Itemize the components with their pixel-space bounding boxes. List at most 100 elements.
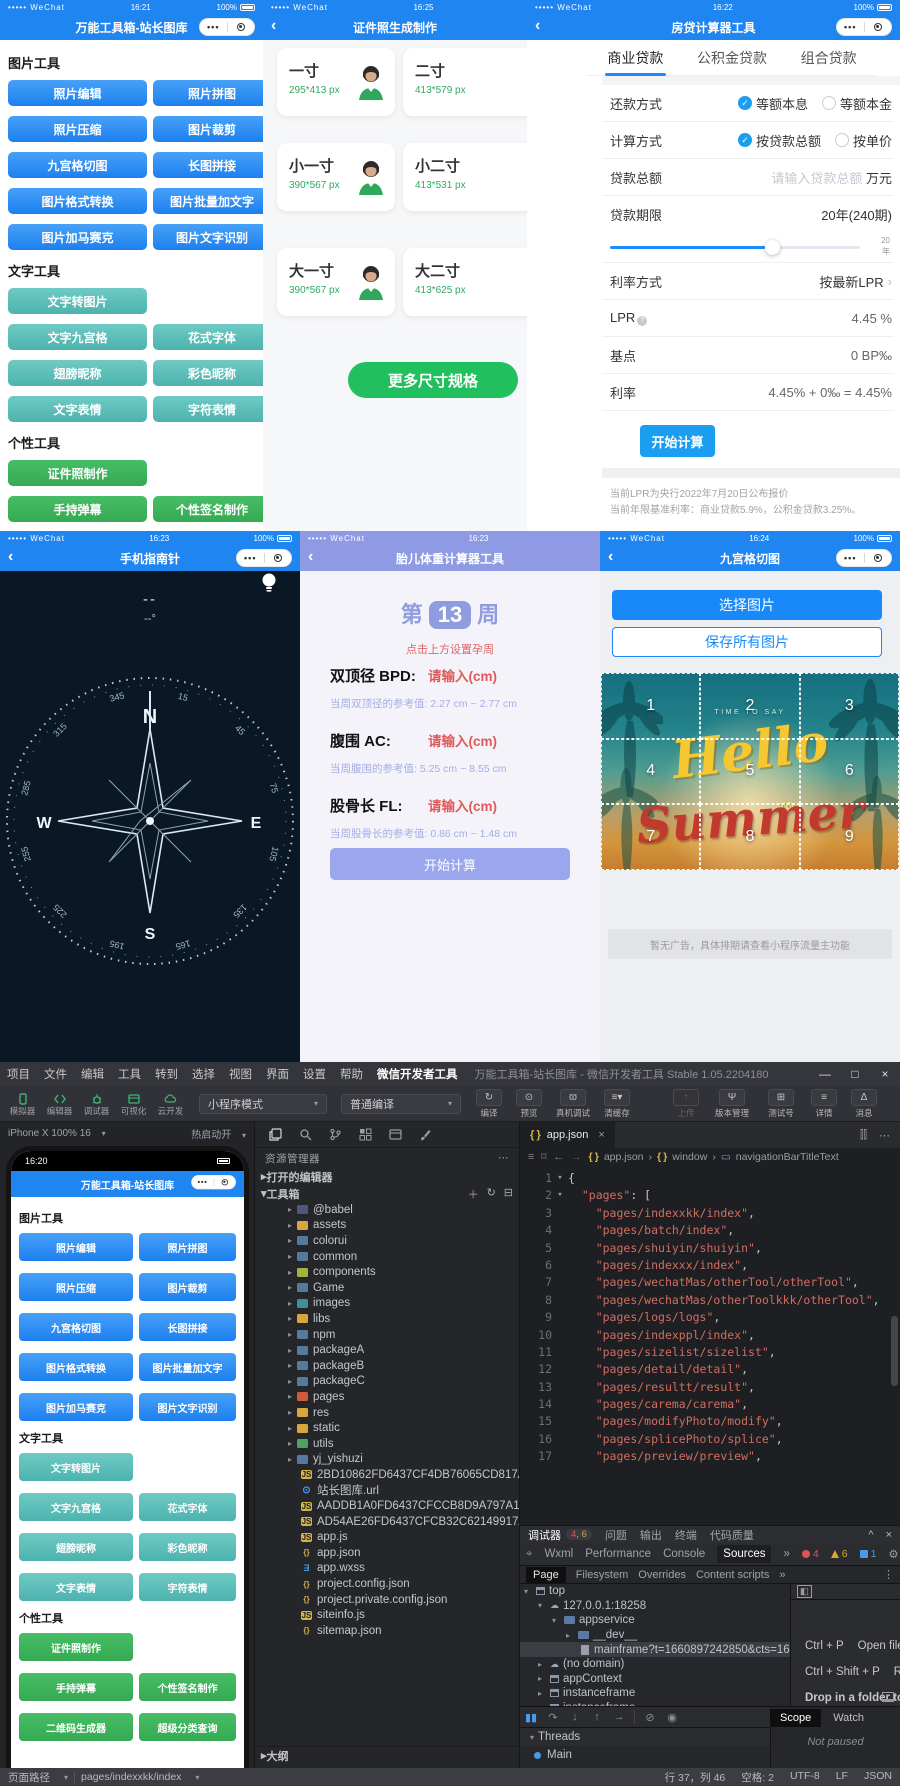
tool-button[interactable]: 图片裁剪 [153, 116, 263, 142]
tab-watch[interactable]: Watch [833, 1711, 864, 1724]
tree-folder[interactable]: ▸ assets [287, 1219, 347, 1232]
tool-button[interactable]: 图片文字识别 [153, 224, 263, 250]
details-button[interactable]: ≡ 详情 [804, 1089, 844, 1118]
minimize-button[interactable]: — [819, 1067, 831, 1081]
menu-icon[interactable]: ≡ [528, 1151, 535, 1163]
radio-by-total[interactable]: ✓ 按贷款总额 [737, 131, 821, 150]
tree-file[interactable]: JSAADDB1A0FD6437CFCCB8D9A797A17AE0.js [301, 1500, 520, 1513]
current-page-path[interactable]: pages/indexxkk/index [81, 1771, 182, 1783]
search-icon[interactable] [299, 1128, 312, 1141]
tree-file[interactable]: {} project.private.config.json [255, 1592, 519, 1608]
toggle-editor-button[interactable]: 编辑器 [41, 1092, 78, 1116]
more-icon[interactable]: ••• [844, 22, 857, 32]
sim-tool-button[interactable]: 九宫格切图 [19, 1313, 133, 1341]
exit-target-icon[interactable] [865, 554, 892, 562]
sim-tool-button[interactable]: 图片格式转换 [19, 1353, 133, 1381]
paint-icon[interactable] [419, 1128, 432, 1141]
tree-file[interactable]: ⊙ 站长图库.url [302, 1484, 379, 1498]
tab-console[interactable]: Console [663, 1548, 706, 1560]
size-card[interactable]: 大一寸 390*567 px [277, 248, 395, 316]
error-counter[interactable]: 4 [801, 1548, 819, 1560]
calculate-button[interactable]: 开始计算 [330, 848, 570, 880]
tree-folder[interactable]: ▸ res [287, 1406, 329, 1419]
test-account-button[interactable]: ⊞ 测试号 [758, 1089, 804, 1118]
page-path-label[interactable]: 页面路径 [8, 1771, 50, 1784]
sim-tool-button[interactable]: 照片编辑 [19, 1233, 133, 1261]
preview-button[interactable]: ⊙ 预览 [509, 1089, 549, 1118]
sim-tool-button[interactable]: 超级分类查询 [139, 1713, 236, 1741]
tree-folder[interactable]: ▸ colorui [287, 1234, 347, 1247]
upload-button[interactable]: ↑ 上传 [666, 1089, 706, 1118]
loan-total-input[interactable]: 请输入贷款总额 [771, 170, 863, 186]
bpd-input[interactable]: 请输入(cm) [428, 669, 498, 684]
refresh-icon[interactable]: ↻ [486, 1186, 496, 1199]
indentation[interactable]: 空格: 2 [741, 1771, 774, 1784]
tree-folder[interactable]: ▸ yj_yishuzi [287, 1453, 363, 1466]
menu-view[interactable]: 视图 [229, 1069, 252, 1081]
thread-main[interactable]: Main [520, 1746, 770, 1764]
tab-overrides[interactable]: Overrides [638, 1568, 686, 1581]
tab-performance[interactable]: Performance [585, 1548, 652, 1560]
tree-file[interactable]: {} project.config.json [255, 1576, 519, 1592]
grid-cell[interactable]: 7 [601, 804, 701, 870]
tool-button[interactable]: 图片批量加文字 [153, 188, 263, 214]
tree-folder[interactable]: ▸ packageA [287, 1344, 365, 1357]
files-icon[interactable] [269, 1128, 282, 1141]
week-number[interactable]: 13 [428, 601, 472, 629]
tool-button[interactable]: 照片拼图 [153, 80, 263, 106]
tree-file[interactable]: JS siteinfo.js [301, 1609, 365, 1622]
radio-equal-principal[interactable]: 等额本金 [821, 94, 892, 113]
tree-file[interactable]: JS2BD10862FD6437CF4DB76065CD817AE0.js [301, 1468, 519, 1481]
tool-button[interactable]: 证件照制作 [8, 460, 147, 486]
deactivate-breakpoints-icon[interactable]: ⊘ [645, 1711, 655, 1724]
tool-button[interactable]: 文字转图片 [8, 288, 147, 314]
more-actions-icon[interactable]: ⋯ [498, 1152, 509, 1164]
tab-fund-loan[interactable]: 公积金贷款 [697, 50, 767, 66]
close-panel-icon[interactable]: × [885, 1528, 892, 1541]
sim-tool-button[interactable]: 文字九宫格 [19, 1493, 133, 1521]
tab-appjson[interactable]: { } app.json × [520, 1122, 615, 1148]
tool-button[interactable]: 九宫格切图 [8, 152, 147, 178]
tree-node[interactable]: ▾ appservice [551, 1614, 635, 1627]
toggle-debugger-button[interactable]: 调试器 [78, 1092, 115, 1116]
pause-on-exceptions-icon[interactable]: ◉ [667, 1711, 677, 1724]
tree-folder[interactable]: ▸ static [287, 1422, 340, 1435]
tool-button[interactable]: 手持弹幕 [8, 496, 147, 522]
hot-restart-toggle[interactable]: 热启动开 ▾ [191, 1129, 246, 1141]
version-control-button[interactable]: Ψ 版本管理 [706, 1089, 758, 1118]
tool-button[interactable]: 个性签名制作 [153, 496, 263, 522]
tool-button[interactable]: 照片编辑 [8, 80, 147, 106]
exit-target-icon[interactable] [265, 554, 292, 562]
device-selector[interactable]: iPhone X 100% 16 ▾ [8, 1127, 106, 1139]
radio-by-unit-price[interactable]: 按单价 [834, 131, 892, 150]
eol-type[interactable]: LF [835, 1769, 848, 1782]
window-icon[interactable] [389, 1128, 402, 1141]
extensions-icon[interactable] [359, 1128, 372, 1141]
encoding[interactable]: UTF-8 [789, 1769, 820, 1782]
tree-node[interactable]: ▾ top [523, 1585, 565, 1598]
tab-debugger[interactable]: 调试器 [528, 1529, 561, 1542]
more-tabs-icon[interactable]: » [779, 1568, 786, 1581]
sim-tool-button[interactable]: 字符表情 [139, 1573, 236, 1601]
tree-folder[interactable]: ▸ npm [287, 1328, 336, 1341]
threads-header[interactable]: ▾ Threads [520, 1728, 770, 1746]
menu-edit[interactable]: 编辑 [81, 1069, 104, 1081]
wechat-capsule[interactable]: ••• [236, 549, 292, 567]
tree-folder[interactable]: ▸ pages [287, 1390, 345, 1403]
tree-node[interactable]: ▸ __dev__ [565, 1629, 638, 1642]
back-icon[interactable]: ‹ [271, 17, 277, 34]
grid-cell[interactable]: 2 [700, 673, 800, 739]
grid-cell[interactable]: 1 [601, 673, 701, 739]
settings-gear-icon[interactable]: ⚙ [888, 1549, 899, 1561]
sim-tool-button[interactable]: 照片压缩 [19, 1273, 133, 1301]
tool-button[interactable]: 花式字体 [153, 324, 263, 350]
tab-scope[interactable]: Scope [770, 1708, 822, 1727]
calculate-button[interactable]: 开始计算 [640, 425, 715, 457]
tool-button[interactable]: 文字表情 [8, 396, 147, 422]
slider-thumb[interactable] [765, 240, 780, 255]
collapse-pane-icon[interactable] [882, 1692, 894, 1702]
rate-mode-row[interactable]: 利率方式 按最新LPR › [602, 263, 894, 300]
step-out-icon[interactable]: ↑ [594, 1711, 600, 1723]
collapse-icon[interactable]: ⊟ [503, 1186, 513, 1199]
more-icon[interactable]: ••• [844, 553, 857, 563]
